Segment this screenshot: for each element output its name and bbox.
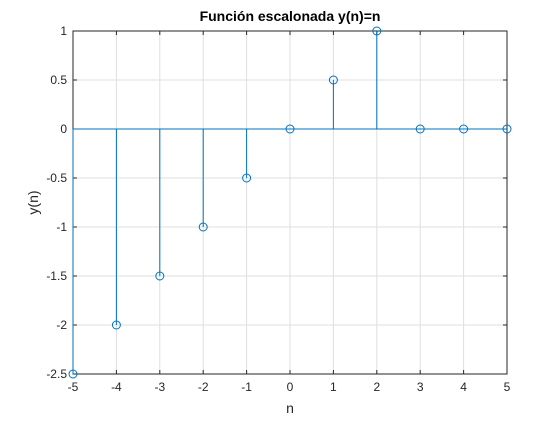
x-tick-label: -4: [111, 380, 122, 394]
x-tick-label: 1: [330, 380, 337, 394]
y-tick-label: -1.5: [46, 269, 67, 283]
x-tick-label: -5: [68, 380, 79, 394]
grid: [72, 30, 508, 375]
x-tick-label: 2: [373, 380, 380, 394]
x-tick-label: 4: [460, 380, 467, 394]
y-tick-label: -2: [56, 318, 67, 332]
stem-marker: [285, 124, 295, 134]
chart-title: Función escalonada y(n)=n: [200, 8, 381, 24]
stem-marker: [198, 222, 208, 232]
x-tick-label: 0: [287, 380, 294, 394]
x-axis-label: n: [286, 400, 294, 416]
stem-marker: [242, 173, 252, 183]
stem-marker: [459, 124, 469, 134]
x-tick-label: 3: [417, 380, 424, 394]
x-tick-label: -1: [241, 380, 252, 394]
stem-marker: [415, 124, 425, 134]
y-tick-label: -1: [56, 220, 67, 234]
stem-marker: [372, 26, 382, 36]
stem-marker: [328, 75, 338, 85]
y-tick-label: 0: [60, 122, 67, 136]
stem-marker: [502, 124, 512, 134]
x-tick-label: 5: [504, 380, 511, 394]
y-tick-label: 1: [60, 24, 67, 38]
tick-labels: -5 -4 -3 -2 -1 0 1 2 3 4 5 -2.5 -2 -1.5 -1 -0.5 0 0.5 1: [46, 24, 510, 394]
axis-ticks: [72, 30, 508, 375]
stem-marker: [111, 320, 121, 330]
stem-series: [68, 26, 512, 379]
y-tick-label: -0.5: [46, 171, 67, 185]
stem-marker: [68, 369, 78, 379]
x-tick-label: -2: [198, 380, 209, 394]
y-tick-label: 0.5: [50, 73, 67, 87]
stem-marker: [155, 271, 165, 281]
y-axis-label: y(n): [25, 190, 41, 214]
x-tick-label: -3: [154, 380, 165, 394]
y-tick-label: -2.5: [46, 367, 67, 381]
